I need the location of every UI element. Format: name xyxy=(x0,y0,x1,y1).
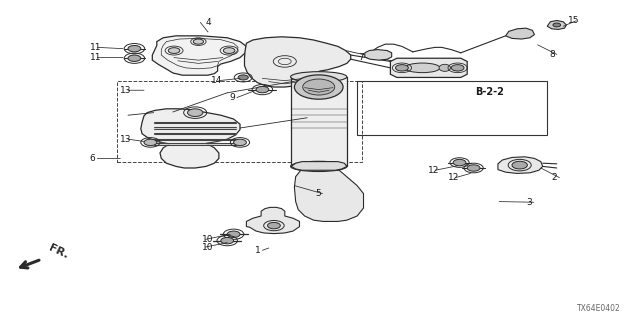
Text: 11: 11 xyxy=(90,53,101,62)
Text: 7: 7 xyxy=(358,53,364,62)
Circle shape xyxy=(268,222,280,229)
Bar xyxy=(357,81,547,135)
Polygon shape xyxy=(291,162,347,170)
Circle shape xyxy=(238,75,248,80)
Polygon shape xyxy=(294,170,364,221)
Text: 1: 1 xyxy=(255,246,260,255)
Polygon shape xyxy=(244,37,351,87)
Ellipse shape xyxy=(439,64,451,71)
Bar xyxy=(117,81,362,162)
Circle shape xyxy=(256,86,269,93)
Text: 10: 10 xyxy=(202,243,213,252)
Text: 12: 12 xyxy=(428,166,439,175)
Circle shape xyxy=(467,165,480,171)
Circle shape xyxy=(128,55,141,61)
Circle shape xyxy=(451,65,464,71)
Circle shape xyxy=(453,159,466,166)
Polygon shape xyxy=(152,36,246,75)
Text: 13: 13 xyxy=(120,86,132,95)
Text: 6: 6 xyxy=(90,154,95,163)
Text: 15: 15 xyxy=(568,16,580,25)
Circle shape xyxy=(193,39,204,44)
Circle shape xyxy=(223,48,235,53)
Text: 10: 10 xyxy=(202,235,213,244)
Text: 4: 4 xyxy=(205,18,211,27)
Text: 2: 2 xyxy=(552,173,557,182)
Circle shape xyxy=(396,65,408,71)
Polygon shape xyxy=(141,109,240,168)
Text: 11: 11 xyxy=(90,43,101,52)
Polygon shape xyxy=(506,28,534,39)
Text: B-2-2: B-2-2 xyxy=(475,87,504,97)
Circle shape xyxy=(128,45,141,52)
Text: FR.: FR. xyxy=(47,243,70,260)
Text: 3: 3 xyxy=(526,198,532,207)
Text: 9: 9 xyxy=(229,93,235,102)
Polygon shape xyxy=(498,157,543,173)
Ellipse shape xyxy=(291,161,347,172)
Circle shape xyxy=(303,79,335,95)
Circle shape xyxy=(553,23,561,27)
Polygon shape xyxy=(301,78,338,88)
Ellipse shape xyxy=(405,63,440,73)
Text: 8: 8 xyxy=(549,50,555,59)
Text: 5: 5 xyxy=(315,189,321,198)
Circle shape xyxy=(168,48,180,53)
Text: TX64E0402: TX64E0402 xyxy=(577,304,621,313)
Ellipse shape xyxy=(291,72,347,82)
Text: 13: 13 xyxy=(120,135,132,144)
Text: 12: 12 xyxy=(448,173,460,182)
Circle shape xyxy=(227,231,240,237)
Circle shape xyxy=(144,139,157,146)
Circle shape xyxy=(188,109,203,116)
Circle shape xyxy=(234,139,246,146)
Bar xyxy=(291,77,347,166)
Circle shape xyxy=(512,161,527,169)
Circle shape xyxy=(221,237,234,244)
Polygon shape xyxy=(246,207,300,234)
Text: 14: 14 xyxy=(211,76,223,85)
Polygon shape xyxy=(390,58,467,77)
Polygon shape xyxy=(365,50,392,60)
Polygon shape xyxy=(547,20,566,29)
Circle shape xyxy=(294,75,343,99)
